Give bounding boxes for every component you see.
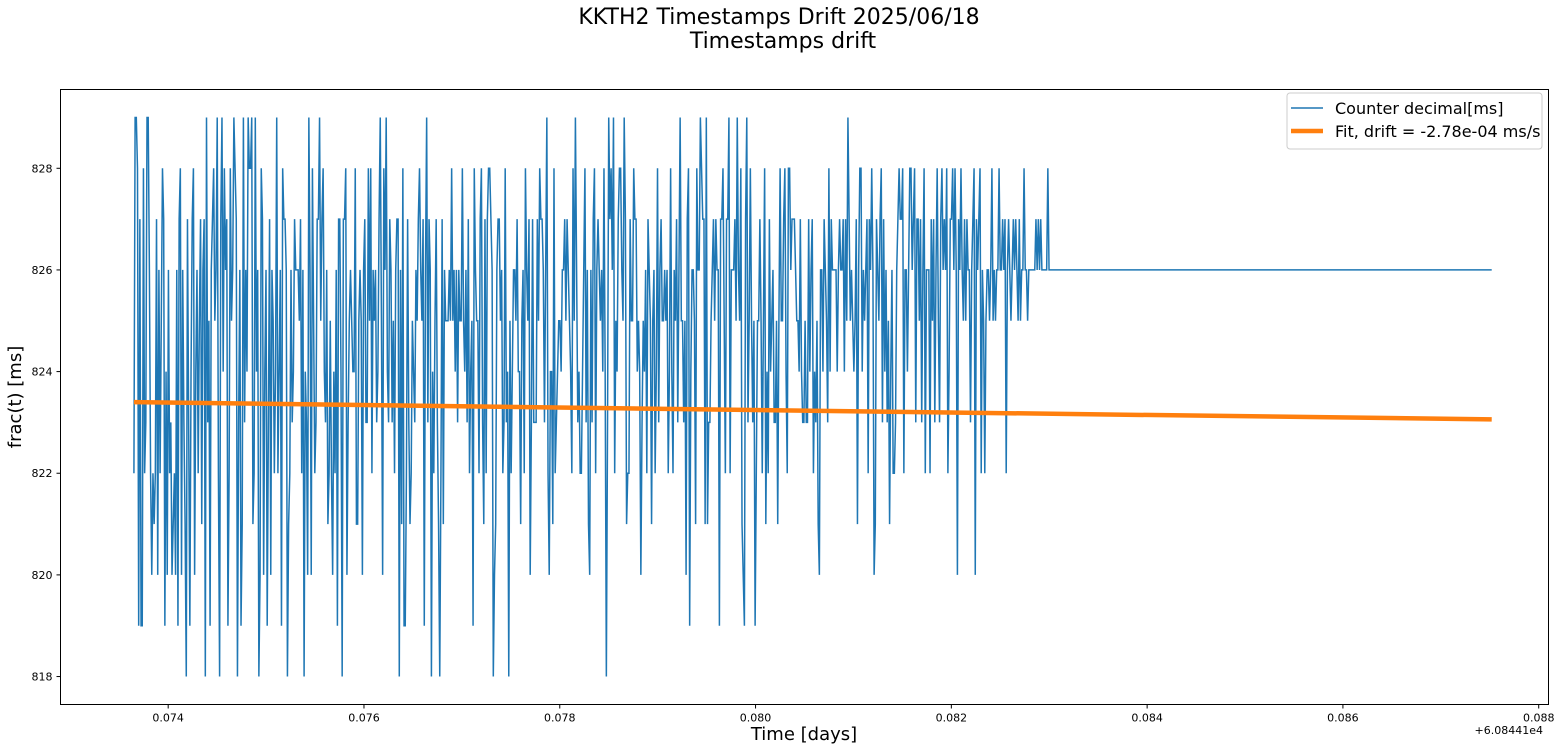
- legend-label-counter: Counter decimal[ms]: [1335, 99, 1504, 118]
- x-axis-label: Time [days]: [750, 724, 857, 745]
- y-tick-label: 820: [32, 569, 53, 582]
- y-tick-label: 822: [32, 467, 53, 480]
- x-tick-label: 0.082: [936, 712, 968, 725]
- y-axis-ticks: 818 820 822 824 826 828: [32, 162, 61, 684]
- y-tick-label: 824: [32, 366, 53, 379]
- x-axis-offset-label: +6.08441e4: [1475, 724, 1543, 737]
- y-tick-label: 818: [32, 671, 53, 684]
- x-tick-label: 0.084: [1131, 712, 1163, 725]
- x-axis-ticks: 0.074 0.076 0.078 0.080 0.082 0.084 0.086 0.088: [152, 704, 1555, 725]
- plot-frame: [60, 89, 1549, 705]
- legend-label-fit: Fit, drift = -2.78e-04 ms/s: [1335, 122, 1540, 141]
- x-tick-label: 0.076: [348, 712, 380, 725]
- y-tick-label: 828: [32, 162, 53, 175]
- x-tick-label: 0.086: [1327, 712, 1359, 725]
- series-line-fit: [133, 399, 1492, 422]
- x-tick-label: 0.088: [1523, 712, 1555, 725]
- chart-subtitle: Timestamps drift: [689, 29, 877, 54]
- y-tick-label: 826: [32, 264, 53, 277]
- chart-title: KKTH2 Timestamps Drift 2025/06/18: [578, 5, 979, 30]
- x-tick-label: 0.080: [740, 712, 772, 725]
- legend-box: [1286, 92, 1543, 150]
- legend: Counter decimal[ms] Fit, drift = -2.78e-…: [1286, 92, 1543, 150]
- x-tick-label: 0.074: [152, 712, 184, 725]
- y-axis-label: frac(t) [ms]: [5, 346, 26, 448]
- plot-area: [133, 116, 1492, 677]
- series-line-counter-decimal: [133, 116, 1492, 677]
- x-tick-label: 0.078: [544, 712, 576, 725]
